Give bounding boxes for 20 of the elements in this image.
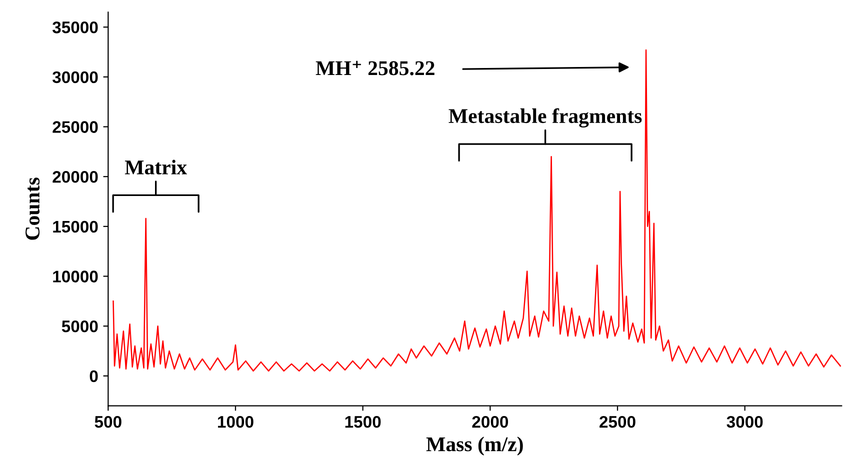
y-tick-label: 30000 bbox=[52, 71, 98, 84]
y-tick-label: 5000 bbox=[62, 320, 98, 332]
x-tick-label: 500 bbox=[94, 416, 122, 428]
line-series bbox=[112, 49, 841, 372]
y-tick-label: 15000 bbox=[53, 220, 98, 233]
y-tick-label: 25000 bbox=[52, 121, 98, 133]
annotation: MH⁺ 2585.22 bbox=[316, 60, 434, 76]
x-tick-label: 2500 bbox=[600, 416, 636, 428]
x-tick-label: 1500 bbox=[345, 416, 381, 428]
x-tick-label: 1000 bbox=[218, 416, 254, 428]
x-tick-label: 3000 bbox=[726, 416, 763, 428]
y-tick-label: 10000 bbox=[53, 270, 98, 282]
annotation: Metastable fragments bbox=[448, 108, 642, 128]
y-tick-label: 35000 bbox=[52, 21, 98, 34]
y-axis-title: Counts bbox=[26, 178, 40, 240]
x-axis-title: Mass (m/z) bbox=[426, 436, 523, 456]
annotation: Matrix bbox=[124, 160, 187, 174]
y-tick-label: 20000 bbox=[52, 170, 98, 183]
y-tick-label: 0 bbox=[90, 370, 98, 382]
x-tick-label: 2000 bbox=[472, 416, 508, 428]
